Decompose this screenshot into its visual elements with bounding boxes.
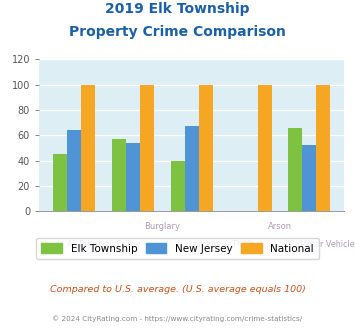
Text: Larceny & Theft: Larceny & Theft (189, 240, 253, 249)
Text: Burglary: Burglary (144, 222, 180, 231)
Bar (258, 85, 272, 211)
Bar (67, 130, 81, 211)
Bar (53, 154, 67, 211)
Bar (288, 128, 302, 211)
Text: Motor Vehicle Theft: Motor Vehicle Theft (300, 240, 355, 249)
Bar (81, 85, 95, 211)
Bar (140, 85, 154, 211)
Bar (170, 161, 185, 211)
Legend: Elk Township, New Jersey, National: Elk Township, New Jersey, National (36, 238, 319, 259)
Text: Compared to U.S. average. (U.S. average equals 100): Compared to U.S. average. (U.S. average … (50, 285, 305, 294)
Text: Property Crime Comparison: Property Crime Comparison (69, 25, 286, 39)
Bar (126, 143, 140, 211)
Bar (199, 85, 213, 211)
Bar (185, 126, 199, 211)
Text: Arson: Arson (268, 222, 292, 231)
Bar (112, 139, 126, 211)
Bar (302, 146, 316, 211)
Text: All Property Crime: All Property Crime (67, 240, 140, 249)
Bar (316, 85, 331, 211)
Text: © 2024 CityRating.com - https://www.cityrating.com/crime-statistics/: © 2024 CityRating.com - https://www.city… (53, 315, 302, 322)
Text: 2019 Elk Township: 2019 Elk Township (105, 2, 250, 16)
